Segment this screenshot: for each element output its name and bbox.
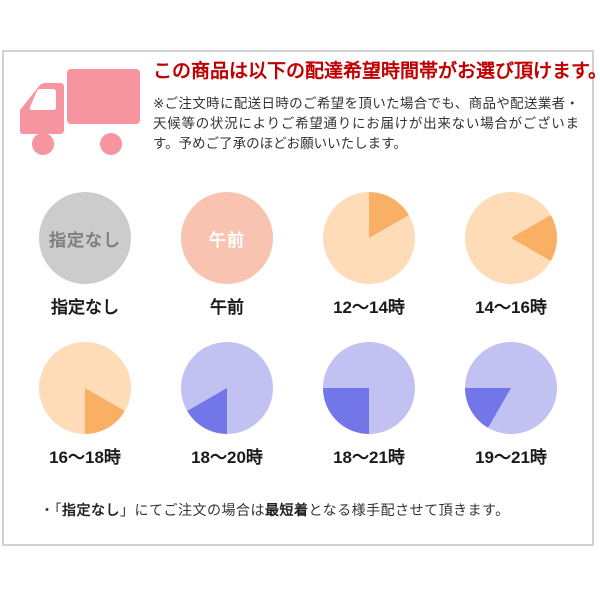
time-slot-label: 18〜20時 [191, 448, 263, 467]
time-slot-grid: 指定なし 指定なし 午前 午前 12〜14時 14〜16時 16〜18時 18〜20時 18〜2… [14, 192, 582, 468]
time-slot-18-20: 18〜20時 [156, 342, 298, 468]
circle-icon: 午前 [181, 192, 273, 284]
time-slot-morning: 午前 午前 [156, 192, 298, 318]
clock-pie-icon [323, 342, 415, 434]
footnote-mid: 」にてご注文の場合は [120, 502, 265, 518]
time-slot-label: 午前 [210, 298, 244, 317]
time-slot-none: 指定なし 指定なし [14, 192, 156, 318]
time-slot-label: 19〜21時 [475, 448, 547, 467]
delivery-truck-icon [18, 62, 145, 157]
circle-inner-label: 午前 [209, 230, 245, 250]
time-slot-12-14: 12〜14時 [298, 192, 440, 318]
clock-pie-icon [181, 342, 273, 434]
time-slot-18-21: 18〜21時 [298, 342, 440, 468]
time-slot-label: 18〜21時 [333, 448, 405, 467]
time-slot-19-21: 19〜21時 [440, 342, 582, 468]
footnote-suffix: となる様手配させて頂きます。 [308, 502, 510, 518]
time-slot-label: 16〜18時 [49, 448, 121, 467]
clock-pie-icon [465, 192, 557, 284]
delivery-time-notice-panel: この商品は以下の配達希望時間帯がお選び頂けます。 ※ご注文時に配送日時のご希望を… [2, 50, 600, 546]
time-slot-label: 14〜16時 [475, 298, 547, 317]
time-slot-label: 指定なし [51, 298, 119, 317]
truck-icon-shape [20, 69, 140, 155]
circle-inner-label: 指定なし [49, 230, 121, 250]
clock-pie-icon [323, 192, 415, 284]
time-slot-label: 12〜14時 [333, 298, 405, 317]
clock-pie-icon [465, 342, 557, 434]
time-slot-16-18: 16〜18時 [14, 342, 156, 468]
footnote-prefix: ・「 [40, 502, 62, 518]
time-slot-14-16: 14〜16時 [440, 192, 582, 318]
footnote: ・「指定なし」にてご注文の場合は最短着となる様手配させて頂きます。 [40, 500, 510, 520]
footnote-bold-no-preference: 指定なし [62, 502, 120, 518]
clock-pie-icon [39, 342, 131, 434]
header: この商品は以下の配達希望時間帯がお選び頂けます。 ※ご注文時に配送日時のご希望を… [153, 60, 600, 154]
circle-icon: 指定なし [39, 192, 131, 284]
footnote-bold-fastest: 最短着 [265, 502, 309, 518]
page-title: この商品は以下の配達希望時間帯がお選び頂けます。 [153, 61, 600, 82]
disclaimer-text: ※ご注文時に配送日時のご希望を頂いた場合でも、商品や配送業者・天候等の状況により… [153, 96, 579, 151]
truck-window [29, 89, 56, 110]
